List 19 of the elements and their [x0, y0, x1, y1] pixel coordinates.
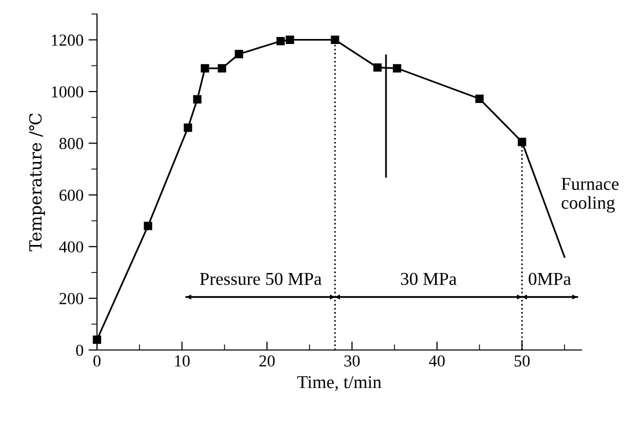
y-tick-label: 0: [76, 344, 84, 356]
annotation: 30 MPa: [401, 272, 457, 286]
y-axis-title: Temperature /℃: [29, 114, 45, 252]
annotation: 0MPa: [528, 272, 571, 286]
x-axis-title: Time, t/min: [297, 376, 382, 391]
x-tick-label: 50: [514, 355, 530, 367]
annotation: Furnace cooling: [562, 178, 619, 213]
x-tick-label: 0: [93, 355, 101, 367]
x-tick-label: 30: [344, 355, 360, 367]
y-tick-label: 600: [60, 190, 84, 201]
y-tick-label: 400: [59, 241, 84, 253]
annotation: Pressure 50 MPa: [200, 272, 322, 286]
y-tick-label: 800: [59, 138, 84, 150]
x-tick-label: 10: [175, 355, 190, 367]
y-tick-label: 200: [60, 293, 84, 304]
x-tick-label: 20: [259, 355, 275, 367]
y-tick-label: 1000: [52, 86, 84, 98]
x-tick-label: 40: [428, 355, 445, 367]
y-tick-label: 1200: [52, 34, 84, 46]
